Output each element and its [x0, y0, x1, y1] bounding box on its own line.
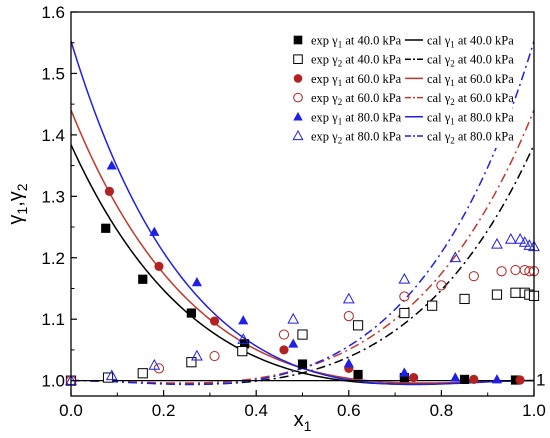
data-point — [510, 287, 521, 298]
legend-label: exp γ2 at 80.0 kPa — [311, 130, 402, 146]
data-point — [491, 374, 503, 384]
data-point — [449, 251, 462, 263]
data-point — [459, 374, 470, 385]
data-point — [510, 264, 521, 276]
data-point — [427, 300, 438, 311]
data-point — [191, 349, 203, 361]
points-layer — [65, 160, 540, 386]
data-point — [148, 358, 161, 370]
y-tick-label: 1.5 — [41, 64, 65, 83]
data-point — [450, 372, 461, 382]
x-tick-label: 0.4 — [244, 401, 268, 420]
data-point — [491, 237, 503, 249]
data-point — [409, 372, 419, 383]
data-point — [186, 308, 196, 318]
legend-marker — [292, 130, 304, 141]
data-point — [343, 358, 354, 368]
legend-marker — [293, 111, 303, 121]
data-point — [297, 329, 308, 340]
curve-cal-γ2-at-40.0-kPa — [71, 144, 534, 385]
x-axis-title: x1 — [294, 409, 312, 434]
data-point — [287, 312, 300, 324]
data-point — [468, 271, 479, 282]
y-tick-label: 1.1 — [41, 310, 65, 329]
data-point — [237, 346, 248, 357]
data-point — [353, 369, 363, 380]
data-point — [153, 363, 165, 374]
data-point — [297, 359, 308, 369]
legend-label: cal γ1 at 60.0 kPa — [427, 72, 514, 88]
data-point — [399, 307, 410, 319]
y-tick-label: 1.3 — [41, 187, 65, 206]
legend-label: cal γ2 at 60.0 kPa — [427, 91, 514, 107]
x-tick-label: 0.0 — [59, 401, 83, 420]
legend-label: exp γ2 at 40.0 kPa — [311, 53, 402, 69]
data-point — [399, 372, 409, 383]
data-point — [106, 160, 117, 170]
data-point — [491, 289, 503, 300]
legend-label: cal γ2 at 40.0 kPa — [427, 53, 514, 69]
data-point — [237, 333, 250, 344]
tick-labels-layer: 0.0 0.2 0.4 0.6 0.8 1.0 1.0 1.1 1.2 1.3 1.4 1.5 1.6 — [41, 3, 545, 420]
legend-label: cal γ1 at 80.0 kPa — [427, 110, 514, 126]
legend-label: exp γ1 at 80.0 kPa — [311, 110, 402, 126]
data-point — [209, 316, 220, 326]
data-point — [504, 233, 517, 244]
legend-label: exp γ1 at 40.0 kPa — [311, 34, 402, 50]
data-point — [186, 357, 197, 368]
data-point — [104, 186, 115, 197]
data-point — [342, 292, 355, 304]
data-point — [496, 266, 507, 277]
data-point — [515, 375, 525, 385]
data-point — [510, 375, 521, 385]
data-point — [101, 223, 111, 233]
data-point — [149, 226, 160, 236]
legend-label: exp γ2 at 60.0 kPa — [311, 91, 402, 107]
data-point — [469, 374, 479, 385]
y-tick-label: 1.0 — [41, 372, 65, 391]
y-tick-label: 1.4 — [41, 126, 65, 145]
data-point — [399, 291, 410, 302]
data-point — [459, 293, 470, 305]
data-point — [398, 272, 411, 284]
y-axis-title: γ1,γ2 — [5, 183, 30, 224]
curve-cal-γ2-at-60.0-kPa — [71, 109, 534, 384]
data-point — [154, 261, 164, 271]
data-point — [191, 277, 202, 287]
legend-label: cal γ2 at 80.0 kPa — [427, 130, 514, 146]
x-tick-label: 0.2 — [152, 401, 176, 420]
data-point — [138, 274, 148, 284]
data-point — [352, 320, 364, 331]
x-tick-label: 0.8 — [430, 401, 454, 420]
reference-line-label: 1 — [536, 371, 545, 390]
data-point — [343, 311, 354, 322]
legend: exp γ1 at 40.0 kPa exp γ2 at 40.0 kPa exp … — [283, 28, 514, 148]
legend-marker — [293, 54, 303, 65]
data-point — [209, 350, 220, 362]
legend-marker — [293, 74, 303, 83]
legend-marker — [293, 92, 303, 103]
data-point — [288, 338, 299, 348]
data-point — [278, 329, 290, 340]
data-point — [279, 345, 289, 355]
curve-cal-γ1-at-40.0-kPa — [71, 144, 534, 385]
data-point — [518, 236, 531, 247]
data-point — [514, 233, 527, 244]
x-tick-label: 0.6 — [337, 401, 361, 420]
data-point — [137, 368, 148, 379]
x-tick-label: 1.0 — [522, 401, 546, 420]
y-tick-label: 1.2 — [41, 249, 65, 268]
legend-marker — [293, 35, 303, 45]
y-tick-label: 1.6 — [41, 3, 65, 22]
legend-label: cal γ1 at 40.0 kPa — [427, 34, 514, 50]
data-point — [105, 369, 118, 381]
ticks-layer — [70, 11, 535, 396]
data-point — [238, 315, 249, 325]
data-point — [436, 280, 447, 291]
curve-cal-γ1-at-60.0-kPa — [71, 109, 534, 384]
legend-box — [283, 28, 512, 148]
legend-label: exp γ1 at 60.0 kPa — [311, 72, 402, 88]
data-point — [399, 367, 410, 377]
